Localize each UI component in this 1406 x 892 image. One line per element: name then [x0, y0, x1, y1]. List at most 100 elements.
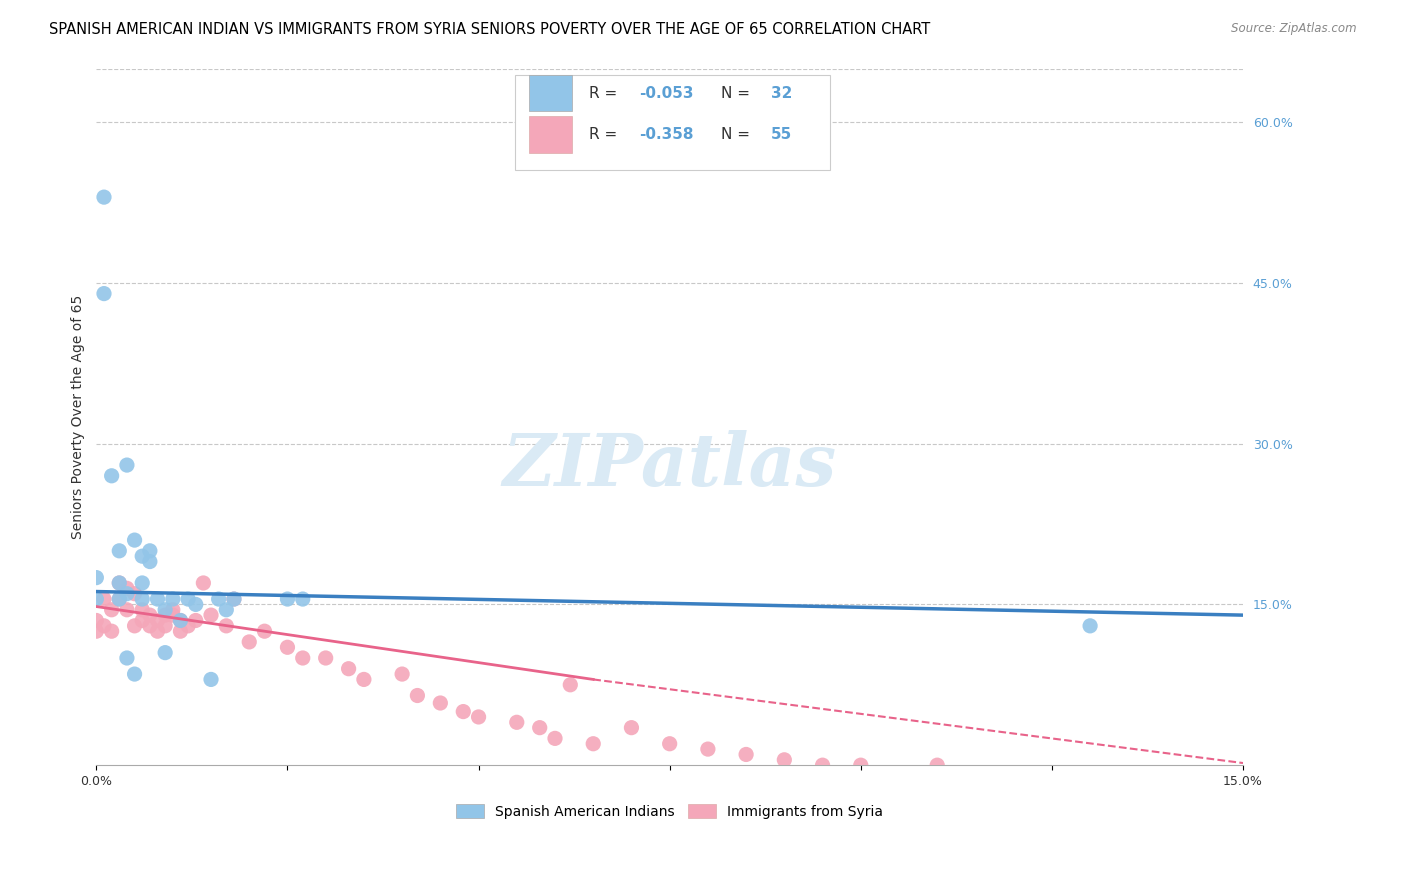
- Legend: Spanish American Indians, Immigrants from Syria: Spanish American Indians, Immigrants fro…: [450, 798, 889, 824]
- Point: [115, 603, 138, 617]
- Point: [86, 592, 108, 607]
- Point: [108, 592, 131, 607]
- Point: [184, 598, 207, 612]
- Point: [451, 705, 474, 719]
- Point: [291, 651, 314, 665]
- Point: [108, 576, 131, 591]
- Point: [153, 646, 176, 660]
- Point: [153, 608, 176, 623]
- Point: [108, 576, 131, 591]
- Point: [124, 619, 146, 633]
- Point: [100, 468, 122, 483]
- Point: [529, 721, 551, 735]
- Text: -0.053: -0.053: [638, 86, 693, 101]
- Point: [86, 571, 108, 585]
- Point: [337, 662, 360, 676]
- Point: [467, 710, 489, 724]
- Point: [276, 592, 298, 607]
- Point: [391, 667, 413, 681]
- Point: [276, 640, 298, 655]
- Point: [315, 651, 337, 665]
- Text: R =: R =: [589, 86, 623, 101]
- Point: [429, 696, 451, 710]
- Point: [146, 624, 169, 639]
- Point: [93, 592, 115, 607]
- Point: [222, 592, 245, 607]
- Point: [124, 587, 146, 601]
- Text: 55: 55: [770, 127, 792, 142]
- Point: [215, 603, 238, 617]
- Point: [200, 608, 222, 623]
- Point: [193, 576, 215, 591]
- Point: [124, 667, 146, 681]
- Point: [93, 286, 115, 301]
- Point: [153, 603, 176, 617]
- Point: [927, 758, 949, 772]
- Point: [131, 592, 153, 607]
- Point: [139, 619, 162, 633]
- Point: [108, 592, 131, 607]
- Point: [506, 715, 529, 730]
- Text: R =: R =: [589, 127, 623, 142]
- FancyBboxPatch shape: [529, 75, 572, 112]
- FancyBboxPatch shape: [529, 116, 572, 153]
- Point: [139, 555, 162, 569]
- Point: [735, 747, 758, 762]
- Point: [169, 614, 191, 628]
- Point: [100, 624, 122, 639]
- Text: N =: N =: [721, 127, 755, 142]
- Point: [115, 582, 138, 596]
- Point: [582, 737, 605, 751]
- Point: [200, 673, 222, 687]
- Point: [169, 624, 191, 639]
- Point: [1078, 619, 1101, 633]
- Point: [162, 592, 184, 607]
- Point: [146, 592, 169, 607]
- Point: [93, 190, 115, 204]
- Point: [131, 603, 153, 617]
- Point: [139, 608, 162, 623]
- Point: [115, 587, 138, 601]
- Point: [177, 619, 200, 633]
- Point: [131, 549, 153, 564]
- Point: [253, 624, 276, 639]
- Point: [696, 742, 718, 756]
- Point: [108, 544, 131, 558]
- Point: [406, 689, 429, 703]
- Y-axis label: Seniors Poverty Over the Age of 65: Seniors Poverty Over the Age of 65: [72, 294, 86, 539]
- Text: 32: 32: [770, 86, 792, 101]
- Point: [146, 614, 169, 628]
- Point: [238, 635, 260, 649]
- Point: [177, 592, 200, 607]
- Point: [658, 737, 681, 751]
- Point: [544, 731, 567, 746]
- Point: [169, 614, 191, 628]
- Point: [560, 678, 582, 692]
- Point: [208, 592, 231, 607]
- Point: [291, 592, 314, 607]
- Point: [100, 603, 122, 617]
- Text: Source: ZipAtlas.com: Source: ZipAtlas.com: [1232, 22, 1357, 36]
- Point: [773, 753, 796, 767]
- Point: [131, 576, 153, 591]
- Point: [131, 614, 153, 628]
- Point: [162, 608, 184, 623]
- Point: [86, 624, 108, 639]
- Point: [222, 592, 245, 607]
- Point: [153, 619, 176, 633]
- Point: [353, 673, 375, 687]
- Text: N =: N =: [721, 86, 755, 101]
- Point: [124, 533, 146, 547]
- Point: [811, 758, 834, 772]
- Point: [620, 721, 643, 735]
- Point: [86, 614, 108, 628]
- Point: [162, 603, 184, 617]
- Text: -0.358: -0.358: [638, 127, 693, 142]
- Point: [139, 544, 162, 558]
- Point: [115, 458, 138, 472]
- Text: ZIPatlas: ZIPatlas: [502, 430, 837, 501]
- Point: [93, 619, 115, 633]
- Point: [115, 651, 138, 665]
- Point: [184, 614, 207, 628]
- Text: SPANISH AMERICAN INDIAN VS IMMIGRANTS FROM SYRIA SENIORS POVERTY OVER THE AGE OF: SPANISH AMERICAN INDIAN VS IMMIGRANTS FR…: [49, 22, 931, 37]
